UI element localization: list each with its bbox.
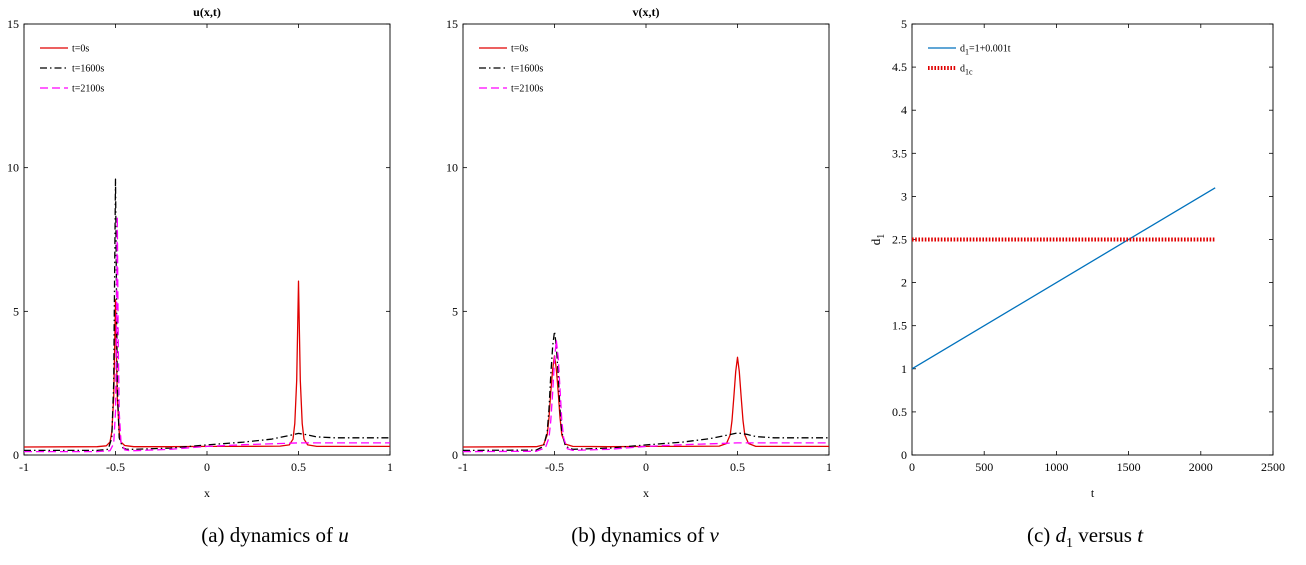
- caption-c-subscript: 1: [1066, 536, 1074, 552]
- y-tick-label: 2.5: [892, 233, 907, 247]
- x-tick-label: 1500: [1117, 460, 1141, 474]
- y-tick-label: 15: [446, 17, 458, 31]
- series-line-1: [24, 178, 390, 452]
- x-tick-label: 0: [643, 460, 649, 474]
- y-tick-label: 10: [446, 161, 458, 175]
- legend-label-0: t=0s: [72, 44, 89, 55]
- x-tick-label: -1: [458, 460, 468, 474]
- y-tick-label: 10: [7, 161, 19, 175]
- x-tick-label: 1000: [1044, 460, 1068, 474]
- caption-c-versus: versus: [1073, 523, 1138, 547]
- y-tick-label: 15: [7, 17, 19, 31]
- y-tick-label: 0: [901, 448, 907, 462]
- x-tick-label: 1: [826, 460, 832, 474]
- x-tick-label: -0.5: [545, 460, 564, 474]
- figure-canvas: -1 -0.5 0 0.5 1051015u(x,t)xt=0st=1600st=210…: [7, 5, 1285, 500]
- caption-a-variable: u: [338, 523, 349, 547]
- legend-label-2: t=2100s: [72, 84, 104, 95]
- y-tick-label: 0: [13, 448, 19, 462]
- series-line-2: [462, 339, 829, 453]
- caption-b-variable: v: [709, 523, 719, 547]
- panel-b-v-dynamics: -1 -0.5 0 0.5 1051015v(x,t)xt=0st=1600st=210…: [446, 5, 832, 500]
- y-tick-label: 0.5: [892, 405, 907, 419]
- x-axis-label: t: [1091, 486, 1095, 500]
- y-tick-label: 4.5: [892, 60, 907, 74]
- x-tick-label: 1: [387, 460, 393, 474]
- series-line-0: [23, 280, 390, 448]
- chart-title: u(x,t): [193, 5, 221, 19]
- x-tick-label: 500: [975, 460, 993, 474]
- y-tick-label: 0: [452, 448, 458, 462]
- y-axis-label: d1: [868, 234, 887, 246]
- x-axis-label: x: [204, 486, 210, 500]
- y-tick-label: 3.5: [892, 146, 907, 160]
- x-tick-label: 0: [909, 460, 915, 474]
- legend-label-0: t=0s: [511, 44, 528, 55]
- caption-c: (c) d1 versus t: [975, 523, 1195, 552]
- y-tick-label: 4: [901, 103, 907, 117]
- legend-label-0: d1=1+0.001t: [960, 44, 1011, 57]
- legend-label-1: d1c: [960, 64, 973, 77]
- caption-b: (b) dynamics of v: [515, 523, 775, 548]
- x-tick-label: -0.5: [106, 460, 125, 474]
- legend-label-1: t=1600s: [511, 64, 543, 75]
- series-line-1: [462, 330, 829, 452]
- caption-c-variable-2: t: [1137, 523, 1144, 547]
- caption-c-variable: d: [1055, 523, 1067, 547]
- panel-c-d1-versus-t: 0 500 1000 1500 2000 2500 0 0.5 1 1.5 2 2.5 3 3.5 4 4.5…: [868, 17, 1285, 500]
- series-line-0: [911, 187, 1216, 370]
- x-tick-label: 2500: [1261, 460, 1285, 474]
- x-axis-label: x: [643, 486, 649, 500]
- caption-a-text: (a) dynamics of: [201, 523, 339, 547]
- x-tick-label: 0.5: [730, 460, 745, 474]
- y-tick-label: 3: [901, 189, 907, 203]
- chart-title: v(x,t): [633, 5, 660, 19]
- y-tick-label: 1: [901, 362, 907, 376]
- x-tick-label: -1: [19, 460, 29, 474]
- caption-a: (a) dynamics of u: [145, 523, 405, 548]
- legend-label-1: t=1600s: [72, 64, 104, 75]
- y-tick-label: 5: [901, 17, 907, 31]
- series-line-2: [24, 215, 390, 453]
- y-tick-label: 5: [13, 304, 19, 318]
- caption-c-text: (c): [1026, 523, 1056, 547]
- panel-a-u-dynamics: -1 -0.5 0 0.5 1051015u(x,t)xt=0st=1600st=210…: [7, 5, 393, 500]
- legend-label-2: t=2100s: [511, 84, 543, 95]
- caption-b-text: (b) dynamics of: [571, 523, 710, 547]
- y-tick-label: 2: [901, 276, 907, 290]
- series-line-0: [462, 355, 829, 448]
- x-tick-label: 0.5: [291, 460, 306, 474]
- y-tick-label: 5: [452, 304, 458, 318]
- x-tick-label: 2000: [1189, 460, 1213, 474]
- x-tick-label: 0: [204, 460, 210, 474]
- y-tick-label: 1.5: [892, 319, 907, 333]
